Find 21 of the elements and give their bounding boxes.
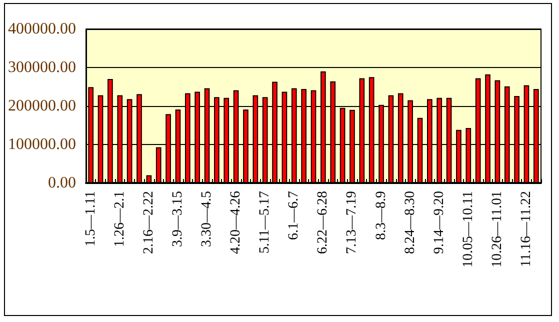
y-tick-label: 100000.00 [8,136,76,153]
x-tick-label: 3.9—3.15 [170,191,186,247]
x-tick-label: 6.1—6.7 [286,191,302,240]
x-tick-label: 4.20—4.26 [228,191,244,254]
y-tick-label: 400000.00 [8,20,76,38]
x-tick-label: 5.11—5.17 [258,191,273,254]
x-tick-label: 2.16—2.22 [141,191,156,254]
x-tick-label: 6.22—6.28 [316,191,331,254]
x-tick-label: 3.30—4.5 [200,191,215,247]
x-tick-label: 11.16—11.22 [518,191,534,267]
x-tick-label: 1.26—2.1 [112,191,128,247]
x-tick-label: 8.24—8.30 [402,191,418,254]
x-tick-label: 8.3—8.9 [374,191,389,240]
y-tick-label: 200000.00 [8,98,76,114]
x-tick-label: 7.13—7.19 [344,191,360,254]
y-tick-label: 0.00 [48,174,76,192]
x-tick-label: 10.05—10.11 [460,191,476,268]
x-tick-label: 9.14—9.20 [432,191,447,254]
x-tick-label: 10.26—11.01 [490,191,505,268]
x-tick-label: 1.5—1.11 [83,191,98,246]
y-tick-label: 300000.00 [8,59,76,76]
